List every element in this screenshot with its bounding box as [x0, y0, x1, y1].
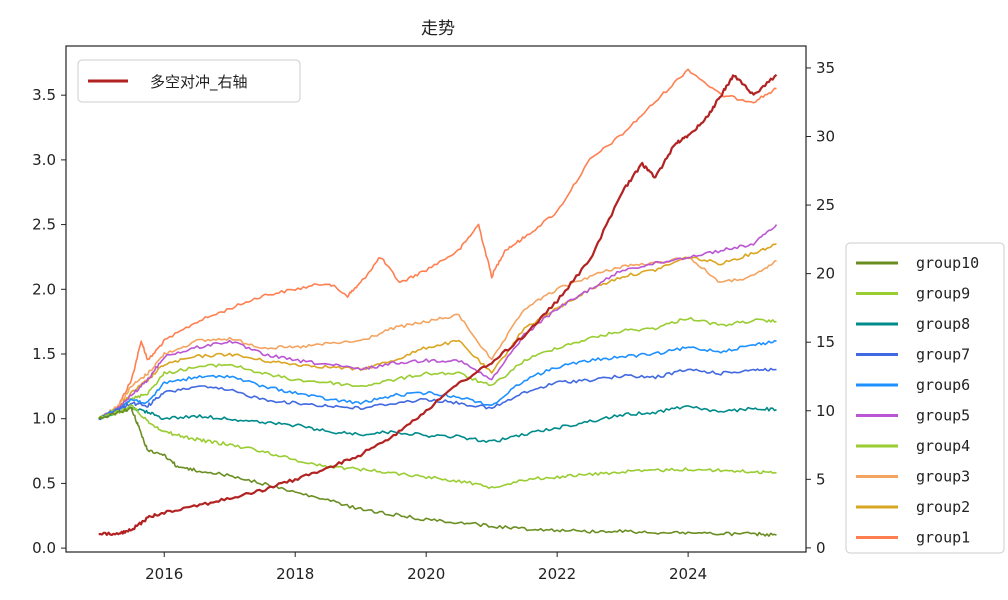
legend-label: group8 — [916, 315, 970, 333]
legend-top: 多空对冲_右轴 — [77, 59, 301, 103]
x-axis: 2016 2018 2020 2022 2024 — [145, 552, 707, 583]
y-right-tick-label: 20 — [816, 265, 835, 283]
series-line-group5 — [98, 224, 778, 421]
series-line-group7 — [98, 367, 777, 421]
y-right-tick-label: 0 — [816, 539, 826, 557]
y-left-tick-label: 2.5 — [32, 216, 56, 234]
series-line-group1 — [98, 68, 777, 420]
y-right-tick-label: 5 — [816, 470, 826, 488]
x-tick-label: 2022 — [538, 565, 576, 583]
chart-title: 走势 — [421, 19, 455, 39]
legend-label: group4 — [916, 437, 970, 455]
y-axis-left: 0.0 0.5 1.0 1.5 2.0 2.5 3.0 3.5 — [32, 86, 66, 557]
y-right-tick-label: 10 — [816, 402, 835, 420]
y-right-tick-label: 25 — [816, 196, 835, 214]
y-right-tick-label: 35 — [816, 59, 835, 77]
series-line-group2 — [98, 243, 777, 420]
x-tick-label: 2024 — [669, 565, 707, 583]
legend-label: group7 — [916, 346, 970, 364]
x-tick-label: 2020 — [407, 565, 445, 583]
plot-frame — [65, 45, 807, 553]
legend-label: group5 — [916, 407, 970, 425]
y-left-tick-label: 2.0 — [32, 280, 56, 298]
y-right-tick-label: 30 — [816, 128, 835, 146]
y-left-tick-label: 3.5 — [32, 86, 56, 104]
y-right-tick-label: 15 — [816, 333, 835, 351]
y-left-tick-label: 0.5 — [32, 474, 56, 492]
legend-right: group10 group9 group8 group7 group6 group5 gro… — [845, 242, 1005, 554]
legend-label: group10 — [916, 254, 979, 272]
y-left-tick-label: 1.0 — [32, 410, 56, 428]
series-line-group9 — [98, 404, 777, 490]
legend-label: group1 — [916, 529, 970, 547]
x-tick-label: 2018 — [276, 565, 314, 583]
legend-label: group2 — [916, 498, 970, 516]
legend-label: group9 — [916, 285, 970, 303]
y-left-tick-label: 3.0 — [32, 151, 56, 169]
legend-label: group3 — [916, 468, 970, 486]
series-line-group8 — [98, 405, 777, 444]
series-line-group6 — [98, 339, 777, 420]
y-left-tick-label: 0.0 — [32, 539, 56, 557]
series-line-group10 — [98, 406, 777, 537]
legend-label: group6 — [916, 376, 970, 394]
plot-area — [98, 68, 778, 537]
series-line-group4 — [98, 316, 777, 420]
x-tick-label: 2016 — [145, 565, 183, 583]
y-axis-right: 0 5 10 15 20 25 30 35 — [806, 59, 835, 557]
y-left-tick-label: 1.5 — [32, 345, 56, 363]
series-line-long-short-hedge — [98, 73, 778, 537]
series-line-group3 — [98, 256, 777, 420]
legend-label: 多空对冲_右轴 — [150, 73, 248, 92]
legend-top-box — [77, 59, 301, 103]
